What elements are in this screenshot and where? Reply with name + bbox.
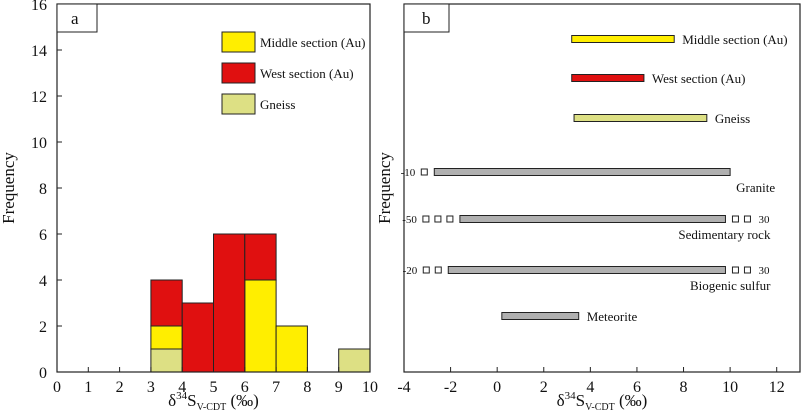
panel-a-xtick-label-2: 2: [116, 379, 124, 396]
panel-b-label: b: [422, 9, 431, 28]
range-bar-1: [571, 74, 645, 82]
panel-a-xtick-label-5: 5: [210, 379, 218, 396]
bar-a-series-1-bin-2: [275, 325, 308, 373]
range-3-left-dash-0: [420, 168, 428, 176]
panel-a-ytick-label-8: 16: [31, 0, 47, 14]
panel-b-xtick-label-3: 2: [540, 379, 548, 396]
panel-a-xtick-label-8: 8: [303, 379, 311, 396]
panel-a-ytick-label-7: 14: [31, 43, 47, 60]
panel-b-label-box: [403, 3, 450, 33]
panel-a-ytick-label-6: 12: [31, 89, 47, 106]
panel-a-legend-swatch-2: [221, 93, 256, 115]
panel-a-legend-swatch-1: [221, 62, 256, 84]
range-5-left-extension: -20: [403, 265, 418, 277]
panel-a-legend-label-1: West section (Au): [260, 66, 354, 81]
range-4-left-dash-1: [434, 215, 442, 223]
panel-b-xtick-label-6: 8: [680, 379, 688, 396]
panel-b-xtick-label-5: 6: [633, 379, 641, 396]
range-4-left-extension: -50: [402, 214, 417, 226]
bar-a-series-2-bin-0: [150, 279, 183, 327]
range-bar-0: [571, 35, 675, 43]
range-4-right-dash-0: [731, 215, 739, 223]
panel-a-label: a: [71, 9, 79, 28]
panel-a-xtick-label-3: 3: [147, 379, 155, 396]
panel-a-xtick-label-7: 7: [272, 379, 280, 396]
panel-a-legend-label-2: Gneiss: [260, 97, 295, 112]
range-label-0: Middle section (Au): [682, 32, 787, 47]
panel-a-xlabel: δ34SV-CDT (‰): [168, 390, 259, 413]
range-5-right-dash-1: [743, 266, 751, 274]
panel-a-ytick-label-5: 10: [31, 135, 47, 152]
panel-b-xtick-label-1: -2: [444, 379, 457, 396]
range-4-right-extension: 30: [758, 214, 770, 226]
range-4-right-dash-1: [743, 215, 751, 223]
range-label-2: Gneiss: [715, 111, 750, 126]
range-bar-2: [573, 114, 708, 122]
panel-b-xtick-label-7: 10: [722, 379, 738, 396]
panel-b-frame: [403, 3, 801, 373]
panel-a-xtick-label-6: 6: [241, 379, 249, 396]
range-bar-6: [501, 312, 580, 320]
panel-a-xtick-label-10: 10: [362, 379, 378, 396]
panel-a-ytick-label-0: 0: [39, 365, 47, 382]
panel-b-xtick-label-8: 12: [769, 379, 785, 396]
range-5-right-dash-0: [731, 266, 739, 274]
range-4-left-dash-2: [422, 215, 430, 223]
panel-a-xtick-label-1: 1: [84, 379, 92, 396]
bar-a-series-2-bin-1: [181, 302, 214, 373]
range-5-right-extension: 30: [758, 265, 770, 277]
panel-a-ytick-label-4: 8: [39, 181, 47, 198]
panel-a-ytick-label-2: 4: [39, 273, 47, 290]
range-5-left-dash-0: [434, 266, 442, 274]
panel-a-legend-label-0: Middle section (Au): [260, 35, 365, 50]
range-4-left-dash-0: [446, 215, 454, 223]
panel-a-ylabel: Frequency: [0, 152, 18, 224]
panel-a-label-box: [56, 3, 98, 33]
panel-b-ylabel: Frequency: [375, 152, 394, 224]
panel-a-ytick-label-1: 2: [39, 319, 47, 336]
bar-a-series-0-bin-1: [338, 348, 371, 373]
bar-a-series-1-bin-1: [244, 279, 277, 373]
range-label-1: West section (Au): [652, 71, 746, 86]
panel-a-xtick-label-0: 0: [53, 379, 61, 396]
panel-b-xlabel: δ34SV-CDT (‰): [557, 390, 648, 413]
bar-a-series-0-bin-0: [150, 348, 183, 373]
range-bar-4: [459, 215, 726, 223]
range-label-3: Granite: [736, 180, 775, 195]
range-label-4: Sedimentary rock: [678, 227, 771, 242]
bar-a-series-2-bin-2: [213, 233, 246, 373]
range-bar-3: [433, 168, 731, 176]
range-5-left-dash-1: [422, 266, 430, 274]
panel-a-xtick-label-9: 9: [335, 379, 343, 396]
bar-a-series-2-bin-3: [244, 233, 277, 281]
panel-a-ytick-label-3: 6: [39, 227, 47, 244]
panel-a-xtick-label-4: 4: [178, 379, 186, 396]
panel-b-xtick-label-0: -4: [397, 379, 410, 396]
panel-b-xtick-label-2: 0: [493, 379, 501, 396]
panel-b-xtick-label-4: 4: [586, 379, 594, 396]
range-3-left-extension: -10: [401, 167, 416, 179]
range-label-5: Biogenic sulfur: [690, 278, 771, 293]
range-label-6: Meteorite: [587, 309, 638, 324]
panel-a-legend-swatch-0: [221, 31, 256, 53]
bar-a-series-1-bin-0: [150, 325, 183, 350]
range-bar-5: [447, 266, 726, 274]
